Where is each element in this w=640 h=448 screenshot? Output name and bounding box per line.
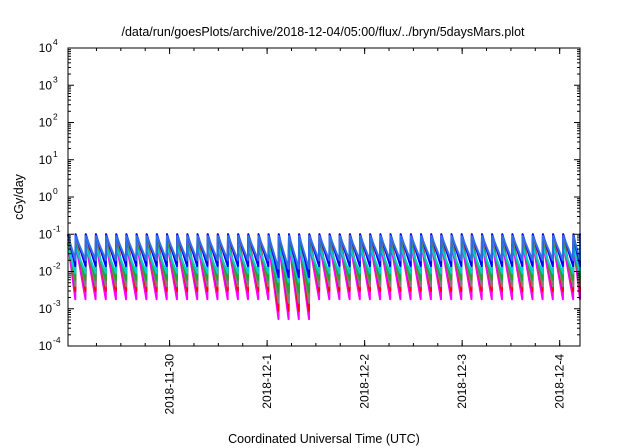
x-tick-label: 2018-12-4 xyxy=(553,354,567,409)
y-tick-exponent: 1 xyxy=(53,149,58,159)
y-tick-exponent: 2 xyxy=(53,112,58,122)
y-axis-label: cGy/day xyxy=(12,173,26,220)
x-tick-label: 2018-12-2 xyxy=(358,354,372,409)
y-tick-label: 10 xyxy=(39,302,53,316)
y-tick-exponent: 0 xyxy=(53,186,58,196)
y-tick-label: 10 xyxy=(39,339,53,353)
y-tick-exponent: -2 xyxy=(53,261,61,271)
series-group xyxy=(67,233,581,321)
y-tick-label: 10 xyxy=(39,41,53,55)
x-axis-label: Coordinated Universal Time (UTC) xyxy=(228,432,420,446)
x-axis: 2018-11-30 2018-12-1 2018-12-2 2018-12-3 201… xyxy=(95,48,567,415)
y-tick-label: 10 xyxy=(39,153,53,167)
data-series-line xyxy=(67,235,581,270)
y-tick-label: 10 xyxy=(39,190,53,204)
y-tick-label: 10 xyxy=(39,265,53,279)
y-tick-exponent: -4 xyxy=(53,335,61,345)
y-tick-exponent: -3 xyxy=(53,298,61,308)
plot-frame xyxy=(67,47,581,347)
chart-title: /data/run/goesPlots/archive/2018-12-04/0… xyxy=(121,25,525,39)
y-tick-exponent: 3 xyxy=(53,74,58,84)
y-tick-exponent: 4 xyxy=(53,37,58,47)
x-tick-label: 2018-12-1 xyxy=(260,354,274,409)
y-tick-exponent: -1 xyxy=(53,223,61,233)
x-tick-label: 2018-12-3 xyxy=(455,354,469,409)
y-tick-label: 10 xyxy=(39,78,53,92)
y-tick-label: 10 xyxy=(39,227,53,241)
x-tick-label: 2018-11-30 xyxy=(163,354,177,415)
y-tick-label: 10 xyxy=(39,116,53,130)
